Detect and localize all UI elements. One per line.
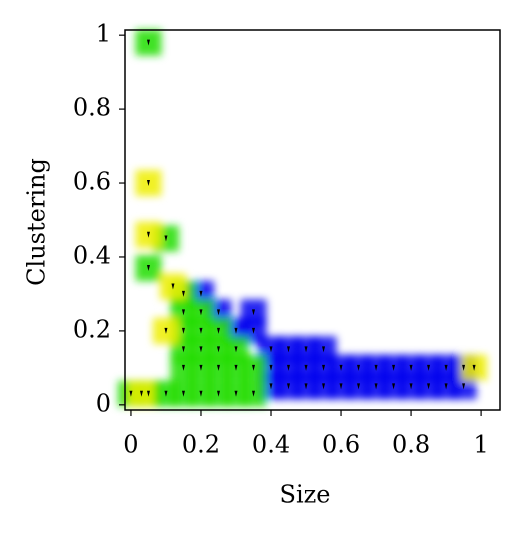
arrow (199, 346, 203, 353)
arrow (269, 383, 273, 390)
y-tick-label: 0.4 (73, 241, 111, 269)
arrow (409, 383, 413, 390)
arrow (339, 383, 343, 390)
arrow (234, 346, 238, 353)
arrow (252, 309, 256, 316)
arrow (164, 390, 168, 397)
x-tick-label: 0.8 (392, 431, 430, 459)
heat-layer (117, 29, 488, 407)
arrow (252, 364, 256, 371)
arrow (304, 383, 308, 390)
x-tick-label: 0 (123, 431, 138, 459)
arrow (322, 346, 326, 353)
plot-frame (124, 29, 501, 411)
arrow (444, 364, 448, 371)
arrow (287, 364, 291, 371)
arrow (181, 364, 185, 371)
arrow (304, 346, 308, 353)
arrow (269, 364, 273, 371)
arrow (392, 364, 396, 371)
arrow (216, 390, 220, 397)
arrow (199, 327, 203, 334)
arrow (216, 346, 220, 353)
arrow (216, 364, 220, 371)
y-tick-label: 0.6 (73, 168, 111, 196)
arrow (146, 39, 150, 46)
arrow (392, 383, 396, 390)
arrow (304, 364, 308, 371)
arrow (374, 383, 378, 390)
arrow (139, 390, 143, 397)
arrow (374, 364, 378, 371)
arrow (444, 383, 448, 390)
arrow (427, 383, 431, 390)
x-tick-label: 0.6 (322, 431, 360, 459)
arrow (199, 390, 203, 397)
arrow (129, 390, 133, 397)
arrow (181, 309, 185, 316)
arrow (409, 364, 413, 371)
arrow (146, 265, 150, 272)
y-tick-label: 1 (96, 20, 111, 48)
x-tick-label: 1 (473, 431, 488, 459)
arrow (357, 364, 361, 371)
arrow (357, 383, 361, 390)
arrow (216, 309, 220, 316)
arrow (234, 390, 238, 397)
arrow (322, 383, 326, 390)
arrow (146, 231, 150, 238)
y-axis-label: Clustering (23, 158, 51, 286)
arrow (462, 383, 466, 390)
arrow (216, 327, 220, 334)
x-tick-label: 0.2 (182, 431, 220, 459)
arrow (252, 390, 256, 397)
arrow (164, 327, 168, 334)
x-tick-label: 0.4 (252, 431, 290, 459)
y-tick-label: 0.8 (73, 94, 111, 122)
arrow (427, 364, 431, 371)
arrow-layer (129, 39, 476, 397)
arrow (269, 346, 273, 353)
arrow (199, 290, 203, 297)
arrow (462, 364, 466, 371)
y-tick-label: 0 (96, 389, 111, 417)
arrow (234, 364, 238, 371)
x-axis-label: Size (280, 481, 331, 509)
arrow (339, 364, 343, 371)
arrow (146, 180, 150, 187)
arrow (287, 383, 291, 390)
arrow (322, 364, 326, 371)
arrow (199, 309, 203, 316)
arrow (181, 390, 185, 397)
arrow (472, 364, 476, 371)
arrow (234, 327, 238, 334)
arrow (171, 283, 175, 290)
arrow (181, 327, 185, 334)
arrow (199, 364, 203, 371)
arrow (181, 346, 185, 353)
arrow (252, 327, 256, 334)
y-tick-label: 0.2 (73, 315, 111, 343)
arrow (181, 290, 185, 297)
arrow (164, 235, 168, 242)
arrow (146, 390, 150, 397)
arrow (287, 346, 291, 353)
